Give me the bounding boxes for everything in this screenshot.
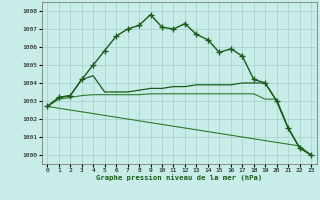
X-axis label: Graphe pression niveau de la mer (hPa): Graphe pression niveau de la mer (hPa) <box>96 175 262 181</box>
